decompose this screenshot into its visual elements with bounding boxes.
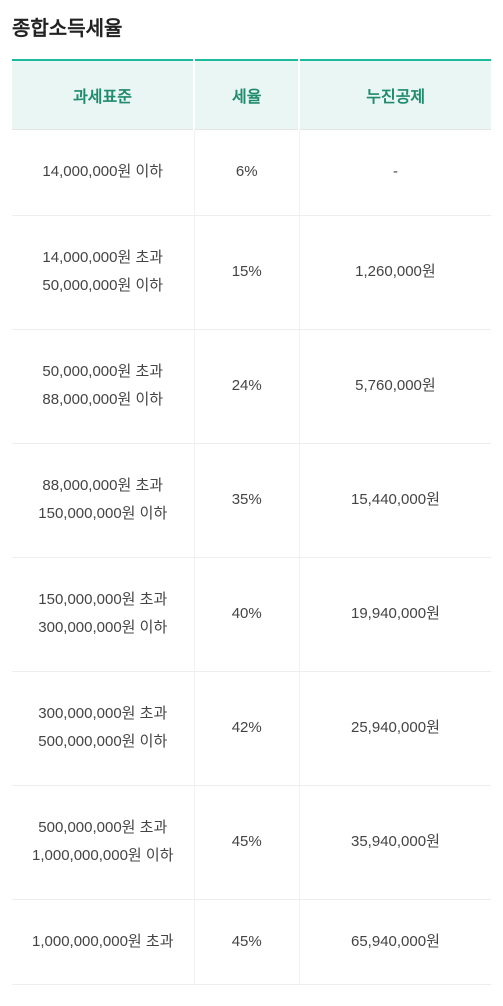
table-row: 14,000,000원 이하6%-	[12, 130, 491, 216]
cell-deduction: 15,440,000원	[299, 443, 491, 557]
cell-deduction: 65,940,000원	[299, 899, 491, 985]
cell-bracket: 88,000,000원 초과150,000,000원 이하	[12, 443, 194, 557]
cell-deduction: 19,940,000원	[299, 557, 491, 671]
cell-rate: 15%	[194, 215, 299, 329]
cell-rate: 6%	[194, 130, 299, 216]
cell-bracket: 300,000,000원 초과500,000,000원 이하	[12, 671, 194, 785]
table-row: 300,000,000원 초과500,000,000원 이하42%25,940,…	[12, 671, 491, 785]
cell-bracket: 50,000,000원 초과88,000,000원 이하	[12, 329, 194, 443]
table-row: 50,000,000원 초과88,000,000원 이하24%5,760,000…	[12, 329, 491, 443]
cell-deduction: 1,260,000원	[299, 215, 491, 329]
cell-rate: 45%	[194, 899, 299, 985]
cell-rate: 40%	[194, 557, 299, 671]
cell-bracket: 150,000,000원 초과300,000,000원 이하	[12, 557, 194, 671]
tax-rate-tbody: 14,000,000원 이하6%-14,000,000원 초과50,000,00…	[12, 130, 491, 985]
cell-deduction: 25,940,000원	[299, 671, 491, 785]
page-title: 종합소득세율	[12, 12, 491, 41]
column-header-deduction: 누진공제	[299, 60, 491, 130]
cell-rate: 24%	[194, 329, 299, 443]
cell-rate: 45%	[194, 785, 299, 899]
table-row: 88,000,000원 초과150,000,000원 이하35%15,440,0…	[12, 443, 491, 557]
table-row: 1,000,000,000원 초과45%65,940,000원	[12, 899, 491, 985]
column-header-rate: 세율	[194, 60, 299, 130]
cell-deduction: 5,760,000원	[299, 329, 491, 443]
cell-bracket: 14,000,000원 이하	[12, 130, 194, 216]
table-row: 500,000,000원 초과1,000,000,000원 이하45%35,94…	[12, 785, 491, 899]
table-row: 150,000,000원 초과300,000,000원 이하40%19,940,…	[12, 557, 491, 671]
column-header-bracket: 과세표준	[12, 60, 194, 130]
table-row: 14,000,000원 초과50,000,000원 이하15%1,260,000…	[12, 215, 491, 329]
cell-rate: 35%	[194, 443, 299, 557]
cell-rate: 42%	[194, 671, 299, 785]
cell-bracket: 1,000,000,000원 초과	[12, 899, 194, 985]
tax-rate-table: 과세표준 세율 누진공제 14,000,000원 이하6%-14,000,000…	[12, 59, 491, 985]
cell-bracket: 14,000,000원 초과50,000,000원 이하	[12, 215, 194, 329]
cell-deduction: 35,940,000원	[299, 785, 491, 899]
cell-deduction: -	[299, 130, 491, 216]
cell-bracket: 500,000,000원 초과1,000,000,000원 이하	[12, 785, 194, 899]
